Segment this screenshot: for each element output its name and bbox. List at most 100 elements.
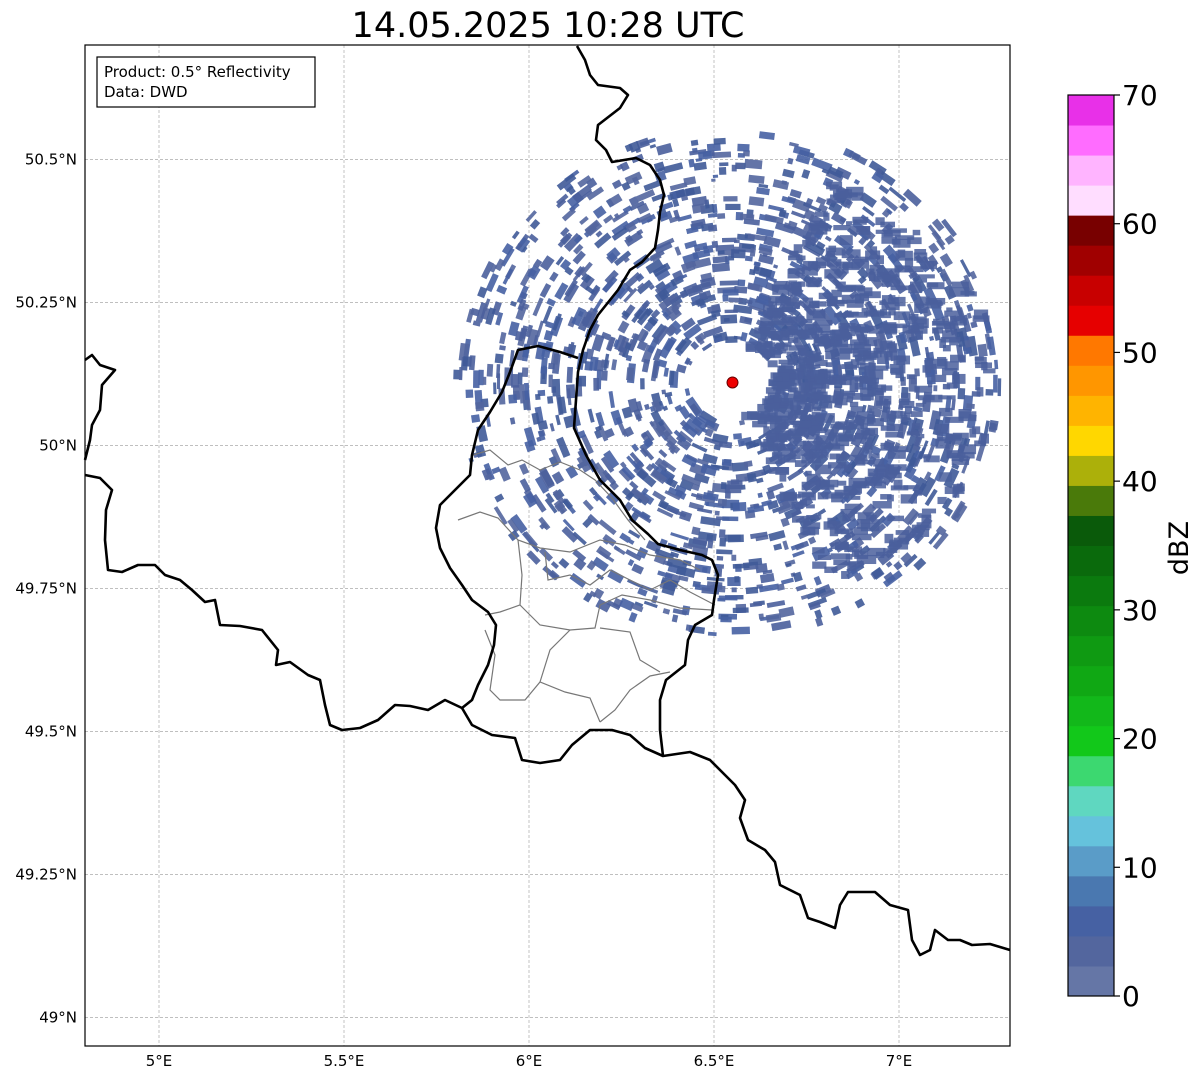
echo-speck [810,417,819,425]
echo-speck [815,359,828,367]
echo-speck [713,336,723,344]
colorbar-tick-label: 40 [1122,465,1158,498]
echo-speck [860,256,868,263]
echo-speck [730,249,746,259]
echo-speck [636,279,653,295]
echo-speck [893,238,911,248]
echo-speck [521,367,529,378]
echo-speck [928,242,940,254]
echo-speck [650,251,662,263]
echo-speck [707,539,714,549]
echo-speck [547,395,554,404]
echo-speck [474,444,487,458]
colorbar-bin [1068,965,1114,997]
echo-speck [981,361,988,371]
echo-speck [665,300,682,316]
echo-speck [909,290,918,302]
echo-speck [845,198,852,206]
echo-speck [650,419,666,438]
echo-speck [721,237,737,243]
echo-speck [895,372,903,379]
echo-speck [680,317,696,332]
echo-speck [828,432,847,438]
echo-speck [683,176,697,186]
echo-speck [760,317,773,326]
echo-speck [863,350,877,360]
echo-speck [773,349,787,354]
echo-speck [856,334,868,340]
echo-speck [653,161,666,173]
echo-speck [657,570,673,580]
echo-speck [856,226,871,233]
echo-speck [886,208,893,215]
echo-speck [756,187,770,196]
echo-speck [866,485,878,498]
echo-speck [602,533,617,547]
echo-speck [744,158,763,170]
echo-speck [896,355,905,366]
echo-speck [816,508,827,517]
echo-speck [723,196,738,202]
echo-speck [938,395,956,400]
echo-speck [845,419,864,430]
echo-speck [747,233,767,242]
info-box-frame [96,56,316,108]
echo-speck [552,378,561,397]
echo-speck [618,467,633,482]
echo-speck [808,425,820,436]
echo-speck [582,517,593,529]
echo-speck [777,369,797,374]
echo-speck [626,367,635,381]
echo-speck [791,316,805,326]
echo-speck [676,364,687,374]
echo-speck [833,224,851,231]
colorbar-bin [1068,815,1114,847]
echo-speck [973,309,989,320]
echo-speck [789,440,807,447]
echo-speck [617,320,630,334]
echo-speck [829,527,839,537]
echo-speck [908,285,923,294]
echo-speck [555,256,565,266]
echo-speck [588,487,598,496]
echo-speck [778,208,787,218]
echo-speck [717,498,728,507]
echo-speck [829,435,838,445]
echo-speck [741,243,757,250]
echo-speck [510,300,517,307]
echo-speck [650,462,660,472]
echo-speck [848,412,859,418]
echo-speck [848,561,864,568]
echo-speck [766,600,786,609]
echo-speck [699,276,716,289]
echo-speck [670,532,690,541]
echo-speck [932,327,943,334]
echo-speck [509,417,516,425]
echo-speck [606,247,621,262]
echo-speck [700,463,718,477]
echo-speck [761,442,779,448]
echo-speck [703,436,724,447]
echo-speck [768,301,778,309]
echo-speck [720,482,727,490]
echo-speck [764,415,781,425]
echo-speck [523,382,530,401]
echo-speck [789,188,802,199]
echo-speck [538,547,554,562]
echo-speck [603,353,610,371]
echo-speck [805,470,812,476]
echo-speck [658,293,679,311]
echo-speck [666,556,688,571]
echo-speck [603,450,620,469]
echo-speck [667,308,682,322]
echo-speck [544,320,555,329]
echo-speck [604,473,617,486]
lat-tick-label: 49.75°N [15,579,77,597]
echo-speck [834,166,852,180]
echo-speck [864,437,873,447]
echo-speck [700,516,721,527]
echo-speck [783,454,796,463]
echo-speck [885,468,900,475]
colorbar-bin [1068,215,1114,246]
echo-speck [893,479,903,489]
